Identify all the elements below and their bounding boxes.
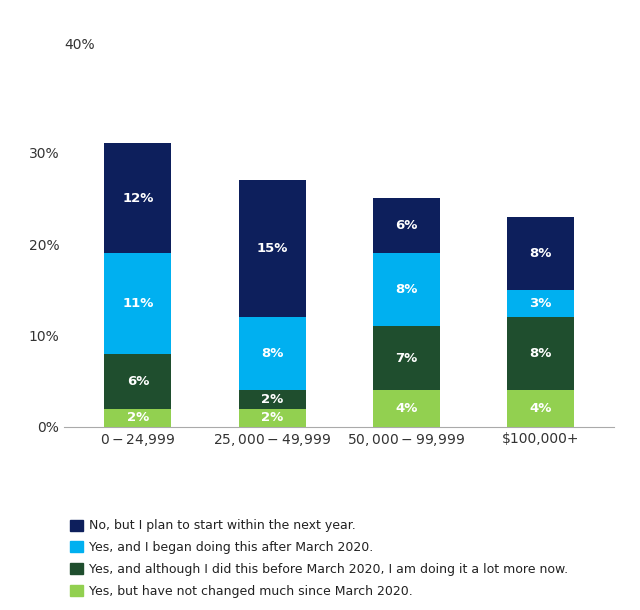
Bar <box>372 253 440 326</box>
Bar <box>239 390 306 409</box>
Text: 2%: 2% <box>127 411 149 425</box>
Text: 8%: 8% <box>529 347 552 361</box>
Bar <box>104 354 172 409</box>
Text: 6%: 6% <box>127 375 149 388</box>
Bar <box>239 180 306 317</box>
Text: 6%: 6% <box>395 219 417 232</box>
Bar <box>372 198 440 253</box>
Bar <box>507 217 574 290</box>
Bar <box>104 143 172 253</box>
Text: 11%: 11% <box>122 297 154 310</box>
Bar <box>372 326 440 390</box>
Text: 40%: 40% <box>64 38 95 52</box>
Text: 4%: 4% <box>395 402 417 415</box>
Text: 8%: 8% <box>529 246 552 260</box>
Text: 4%: 4% <box>529 402 552 415</box>
Text: 7%: 7% <box>395 352 417 365</box>
Legend: No, but I plan to start within the next year., Yes, and I began doing this after: No, but I plan to start within the next … <box>70 519 568 598</box>
Text: 12%: 12% <box>122 192 154 205</box>
Text: 2%: 2% <box>261 393 284 406</box>
Text: 8%: 8% <box>261 347 284 361</box>
Bar <box>239 317 306 390</box>
Bar <box>507 317 574 390</box>
Text: 2%: 2% <box>261 411 284 425</box>
Text: 3%: 3% <box>529 297 552 310</box>
Bar <box>104 409 172 427</box>
Bar <box>239 409 306 427</box>
Text: 15%: 15% <box>257 242 288 255</box>
Bar <box>104 253 172 354</box>
Bar <box>507 290 574 317</box>
Bar <box>372 390 440 427</box>
Text: 8%: 8% <box>395 283 417 296</box>
Bar <box>507 390 574 427</box>
